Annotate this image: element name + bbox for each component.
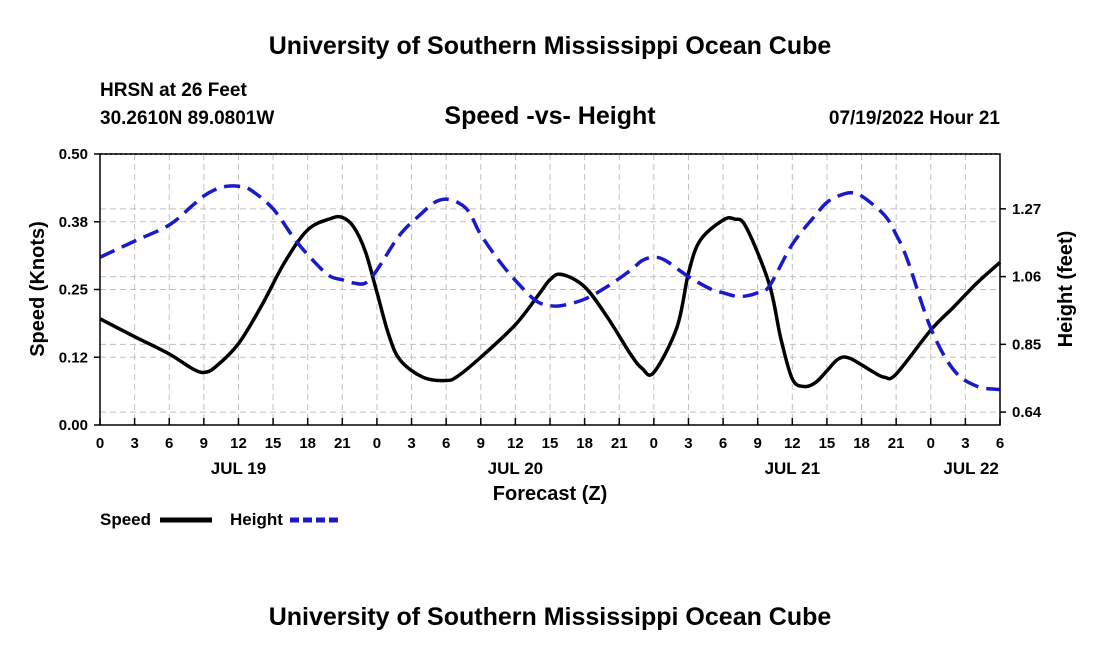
x-tick-label: 18 [576, 435, 593, 452]
y-tick-label: 0.12 [59, 349, 88, 366]
date-label: JUL 20 [488, 459, 543, 478]
x-tick-label: 6 [442, 435, 450, 452]
y-tick-label: 0.25 [59, 282, 88, 299]
x-tick-label: 6 [165, 435, 173, 452]
date-label: JUL 21 [765, 459, 820, 478]
x-tick-label: 21 [334, 435, 351, 452]
timestamp-label: 07/19/2022 Hour 21 [829, 108, 1001, 129]
x-tick-label: 9 [200, 435, 208, 452]
x-tick-label: 0 [373, 435, 381, 452]
x-tick-label: 15 [265, 435, 282, 452]
x-tick-label: 6 [719, 435, 727, 452]
x-tick-label: 15 [542, 435, 559, 452]
x-tick-label: 18 [853, 435, 870, 452]
x-tick-label: 0 [650, 435, 658, 452]
x-tick-label: 12 [230, 435, 247, 452]
x-tick-label: 0 [927, 435, 935, 452]
y-tick-label: 0.50 [59, 146, 88, 163]
chart-subtitle: Speed -vs- Height [444, 102, 656, 130]
x-tick-label: 3 [961, 435, 969, 452]
grid [100, 154, 1000, 425]
series-layer [99, 184, 1002, 392]
y2-tick-label: 1.06 [1012, 269, 1041, 286]
series-line-height [99, 184, 1001, 392]
date-label: JUL 19 [211, 459, 266, 478]
chart-title: University of Southern Mississippi Ocean… [269, 32, 832, 60]
x-tick-label: 21 [611, 435, 628, 452]
date-label: JUL 22 [943, 459, 998, 478]
x-axis-label: Forecast (Z) [493, 483, 607, 505]
x-tick-label: 3 [407, 435, 415, 452]
y2-tick-label: 0.85 [1012, 336, 1041, 353]
x-tick-label: 12 [784, 435, 801, 452]
x-tick-label: 18 [299, 435, 316, 452]
station-label: HRSN at 26 Feet [100, 80, 247, 101]
x-tick-label: 21 [888, 435, 905, 452]
legend-label-speed: Speed [100, 510, 151, 529]
location-label: 30.2610N 89.0801W [100, 108, 274, 129]
series-line-speed [99, 214, 1002, 389]
x-tick-label: 12 [507, 435, 524, 452]
x-tick-label: 6 [996, 435, 1004, 452]
footer-title: University of Southern Mississippi Ocean… [269, 603, 832, 631]
y-tick-label: 0.00 [59, 417, 88, 434]
y2-axis-label: Height (feet) [1055, 231, 1077, 348]
y2-tick-label: 1.27 [1012, 201, 1041, 218]
legend: Speed Height [100, 510, 342, 529]
y2-tick-label: 0.64 [1012, 404, 1042, 421]
x-tick-label: 9 [477, 435, 485, 452]
y-axis-label: Speed (Knots) [27, 221, 49, 357]
axes: 0 3 6 9 12 15 18 21 0 3 6 9 12 15 18 21 0 3 6 9 12 15 18 21 0 3 60… [59, 146, 1042, 478]
y-tick-label: 0.38 [59, 214, 88, 231]
x-tick-label: 15 [819, 435, 836, 452]
legend-label-height: Height [230, 510, 283, 529]
x-tick-label: 9 [754, 435, 762, 452]
x-tick-label: 3 [684, 435, 692, 452]
x-tick-label: 0 [96, 435, 104, 452]
x-tick-label: 3 [130, 435, 138, 452]
